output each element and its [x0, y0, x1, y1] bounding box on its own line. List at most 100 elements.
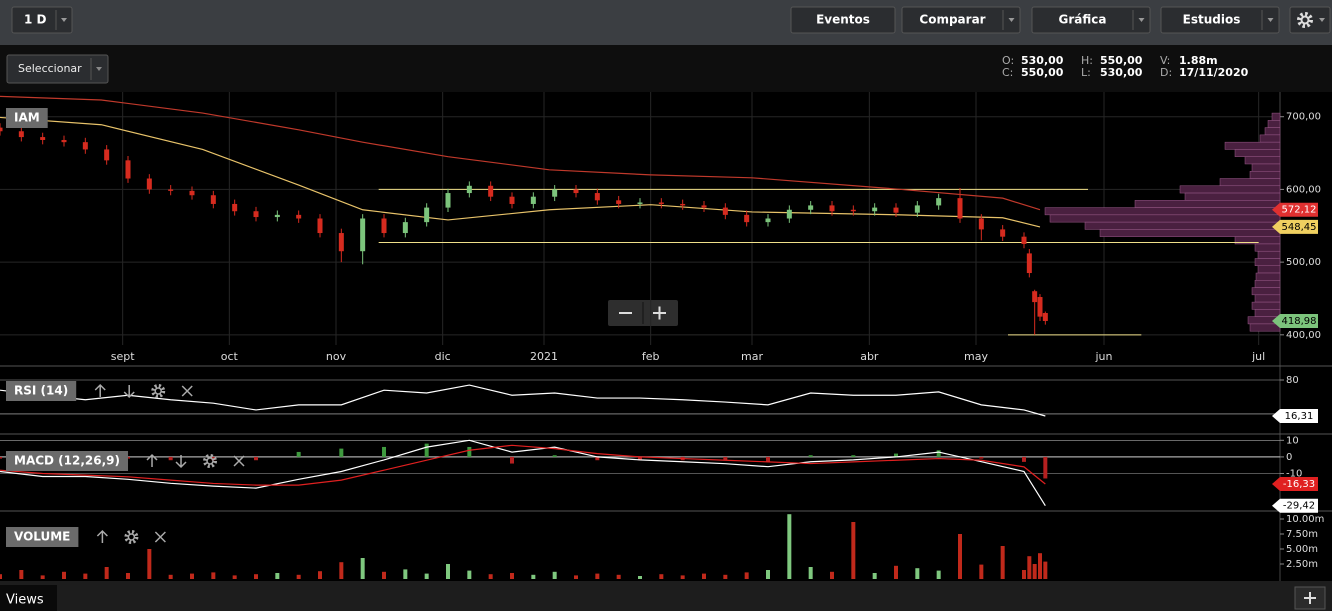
- gear-icon: [1297, 12, 1313, 28]
- volume-bar: [659, 574, 664, 579]
- panel-title-box: [6, 108, 48, 128]
- volume-bar: [147, 549, 152, 579]
- candle-body: [338, 233, 344, 252]
- volume-bar: [595, 573, 600, 579]
- histogram-bar: [552, 455, 557, 457]
- close-icon[interactable]: [233, 455, 245, 467]
- y-tick-label: 7.50m: [1286, 529, 1318, 540]
- dropdown-arrow: [1008, 18, 1015, 22]
- indicator-line: [0, 439, 1046, 507]
- volume-profile-bar: [1084, 221, 1281, 230]
- candle-body: [893, 207, 899, 213]
- volume-profile-bar: [1257, 265, 1281, 274]
- move-up-icon[interactable]: [146, 453, 158, 467]
- volume-bar: [552, 571, 557, 579]
- last-value-label: 418,98: [1282, 316, 1317, 327]
- volume-profile-bar: [1224, 141, 1281, 150]
- move-up-icon[interactable]: [94, 383, 106, 397]
- toolbar-button[interactable]: [901, 6, 1021, 34]
- indicator-line: [0, 444, 1046, 486]
- volume-profile-bar: [1099, 229, 1281, 237]
- move-up-icon[interactable]: [96, 529, 108, 543]
- x-tick-label: jun: [1095, 350, 1113, 363]
- candle-body: [744, 214, 750, 223]
- interval-button[interactable]: [11, 6, 73, 34]
- quote-value: 550,00: [1021, 66, 1064, 79]
- y-tick-label: 5.00m: [1286, 544, 1318, 555]
- histogram-bar: [936, 450, 941, 457]
- quote-label: L:: [1081, 66, 1091, 79]
- volume-profile-bar: [1234, 149, 1281, 157]
- gear-icon: [1300, 15, 1310, 25]
- move-down-icon[interactable]: [175, 455, 187, 469]
- volume-bar: [1022, 570, 1026, 579]
- volume-bar: [104, 567, 109, 579]
- candle-body: [530, 196, 536, 204]
- volume-bar: [638, 576, 642, 579]
- volume-bar: [1038, 553, 1042, 579]
- volume-bar: [787, 514, 792, 579]
- info-row: [0, 45, 1332, 92]
- histogram-bar: [808, 455, 813, 457]
- volume-bar: [275, 573, 280, 579]
- volume-bar: [339, 562, 344, 579]
- close-icon[interactable]: [181, 385, 193, 397]
- x-tick-label: jul: [1251, 350, 1265, 363]
- last-value-label: -29,42: [1283, 501, 1315, 512]
- volume-bar: [851, 522, 856, 579]
- candle-body: [82, 142, 88, 150]
- settings-icon[interactable]: [124, 530, 139, 544]
- panel-title-box: [6, 381, 77, 401]
- toolbar-button[interactable]: [1160, 6, 1280, 34]
- volume-profile-bar: [1271, 112, 1281, 121]
- volume-bar: [936, 570, 941, 579]
- settings-icon[interactable]: [203, 454, 218, 468]
- selector[interactable]: [6, 54, 109, 84]
- candle-body: [658, 202, 664, 204]
- panel-title: VOLUME: [14, 530, 70, 544]
- volume-profile-bar: [1254, 258, 1281, 267]
- volume-bar: [1027, 556, 1032, 579]
- candle-body: [424, 207, 430, 223]
- volume-profile-bar: [1184, 192, 1281, 201]
- candle-body: [168, 189, 174, 191]
- candle-body: [40, 137, 46, 140]
- last-value-label: 548,45: [1282, 222, 1317, 233]
- views-tab[interactable]: [0, 585, 57, 611]
- volume-bar: [467, 570, 472, 579]
- moving-average: [0, 95, 1041, 211]
- panel-title: RSI (14): [14, 384, 68, 398]
- settings-icon: [154, 387, 162, 395]
- footer-bar: [0, 581, 1332, 611]
- panel-title: MACD (12,26,9): [14, 454, 120, 468]
- move-down-icon[interactable]: [123, 385, 135, 399]
- volume-profile-bar: [1259, 134, 1281, 143]
- dropdown-arrow: [1138, 18, 1145, 22]
- candle-body: [381, 218, 387, 234]
- histogram-bar: [168, 456, 173, 461]
- volume-profile-bar: [1254, 280, 1281, 288]
- settings-icon[interactable]: [151, 384, 166, 398]
- histogram-bar: [979, 456, 984, 459]
- histogram-bar: [1022, 456, 1026, 462]
- volume-profile-bar: [1251, 287, 1281, 296]
- candle-body: [360, 218, 366, 252]
- volume-bar: [62, 571, 66, 579]
- y-tick-label: 500,00: [1286, 257, 1321, 268]
- volume-bar: [702, 573, 706, 579]
- dropdown-arrow: [1267, 18, 1274, 22]
- x-tick-label: dic: [435, 350, 451, 363]
- views-label: Views: [6, 593, 44, 608]
- histogram-bar: [894, 453, 898, 457]
- x-tick-label: nov: [326, 350, 347, 363]
- zoom-in[interactable]: [653, 306, 666, 320]
- volume-profile-bar: [1219, 178, 1281, 187]
- dropdown-arrow: [1319, 18, 1325, 22]
- candle-body: [488, 185, 494, 197]
- close-icon[interactable]: [154, 531, 166, 543]
- toolbar-button[interactable]: [1031, 6, 1151, 34]
- volume-profile-bar: [1249, 323, 1281, 332]
- toolbar-button[interactable]: [790, 6, 896, 34]
- candle-body: [189, 190, 195, 196]
